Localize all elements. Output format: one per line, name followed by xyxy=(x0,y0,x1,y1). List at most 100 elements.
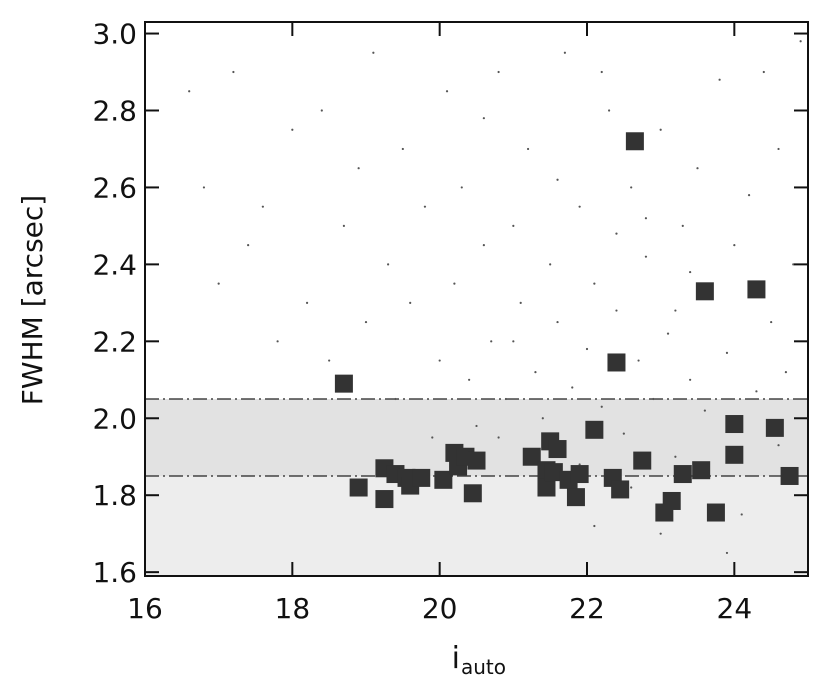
y-tick-label: 2.0 xyxy=(92,402,137,435)
dot-point xyxy=(740,513,743,516)
plot-frame xyxy=(144,21,809,577)
x-axis-label: i xyxy=(452,641,460,676)
dot-point xyxy=(747,194,751,197)
square-point xyxy=(349,478,368,497)
dot-point xyxy=(468,378,471,381)
square-point xyxy=(522,447,541,466)
dot-point xyxy=(644,217,648,220)
dot-point xyxy=(689,378,692,381)
dot-point xyxy=(784,370,788,374)
y-tick-label: 2.6 xyxy=(92,171,137,204)
dot-point xyxy=(637,359,640,362)
dot-point xyxy=(202,186,206,189)
dot-point xyxy=(689,270,692,274)
dot-point xyxy=(733,244,736,247)
dot-point xyxy=(497,436,500,439)
dot-point xyxy=(497,70,500,74)
square-point xyxy=(633,451,652,470)
dot-point xyxy=(460,186,463,189)
y-tick-label: 1.6 xyxy=(92,556,137,589)
square-point xyxy=(537,478,556,497)
y-tick-label: 2.4 xyxy=(92,248,137,281)
square-point xyxy=(673,465,692,484)
dot-point xyxy=(696,167,699,170)
dot-point xyxy=(305,301,309,304)
dot-point xyxy=(534,370,537,374)
dot-point xyxy=(644,255,648,258)
dot-point xyxy=(666,332,670,335)
dot-point xyxy=(578,205,581,208)
dot-point xyxy=(261,205,264,208)
square-point xyxy=(334,374,353,393)
dot-point xyxy=(232,70,235,74)
square-point xyxy=(662,491,681,510)
x-tick-label: 16 xyxy=(127,592,163,625)
x-axis-label-sub: auto xyxy=(461,655,506,679)
square-point xyxy=(780,466,799,485)
square-point xyxy=(467,451,486,470)
dot-point xyxy=(276,340,279,343)
dot-point xyxy=(630,186,633,189)
square-point xyxy=(747,280,766,299)
y-tick-label: 1.8 xyxy=(92,479,137,512)
dot-point xyxy=(755,390,758,393)
dot-point xyxy=(777,147,780,151)
dot-point xyxy=(217,282,220,285)
square-point xyxy=(765,418,784,437)
dot-point xyxy=(659,532,662,535)
y-axis-label: FWHM [arcsec] xyxy=(16,195,49,405)
dot-point xyxy=(357,167,360,170)
square-point xyxy=(607,353,626,372)
dot-point xyxy=(394,397,397,401)
dot-point xyxy=(401,147,404,151)
y-tick-label: 2.8 xyxy=(92,94,137,127)
dot-point xyxy=(512,224,515,228)
dot-point xyxy=(409,301,412,304)
dot-point xyxy=(600,405,603,408)
dot-point xyxy=(423,205,427,208)
dot-point xyxy=(659,128,662,131)
dot-point xyxy=(718,78,721,81)
square-point xyxy=(434,470,453,489)
dot-point xyxy=(770,320,773,324)
dot-point xyxy=(438,359,441,362)
dot-point xyxy=(608,109,611,112)
dot-point xyxy=(387,263,390,266)
dot-point xyxy=(188,90,191,93)
dot-point xyxy=(725,551,729,555)
dot-point xyxy=(519,301,522,304)
square-point xyxy=(548,440,567,459)
dot-point xyxy=(490,340,493,343)
square-point xyxy=(706,503,725,522)
dot-point xyxy=(328,359,331,362)
dot-point xyxy=(475,424,478,428)
dot-point xyxy=(622,432,625,435)
square-point xyxy=(695,282,714,301)
square-point xyxy=(544,463,563,482)
dot-point xyxy=(578,463,581,466)
dot-point xyxy=(585,347,589,351)
dot-point xyxy=(593,524,596,528)
dot-point xyxy=(541,417,544,420)
x-tick-label: 18 xyxy=(275,592,311,625)
square-point xyxy=(625,132,644,151)
square-point xyxy=(375,490,394,509)
dot-point xyxy=(792,263,795,266)
dot-point xyxy=(556,178,559,181)
dot-point xyxy=(549,263,552,266)
dot-point xyxy=(703,409,706,412)
x-tick-label: 20 xyxy=(422,592,458,625)
dot-point xyxy=(674,455,677,458)
dot-point xyxy=(652,397,655,401)
square-point xyxy=(585,420,604,439)
dot-point xyxy=(364,320,368,324)
square-point xyxy=(570,465,589,484)
dot-point xyxy=(571,386,574,389)
dot-point xyxy=(681,224,684,228)
square-point xyxy=(463,484,482,503)
square-point xyxy=(566,488,585,507)
dot-point xyxy=(504,397,508,401)
square-point xyxy=(611,480,630,499)
dot-point xyxy=(615,232,618,235)
dot-point xyxy=(615,309,618,312)
